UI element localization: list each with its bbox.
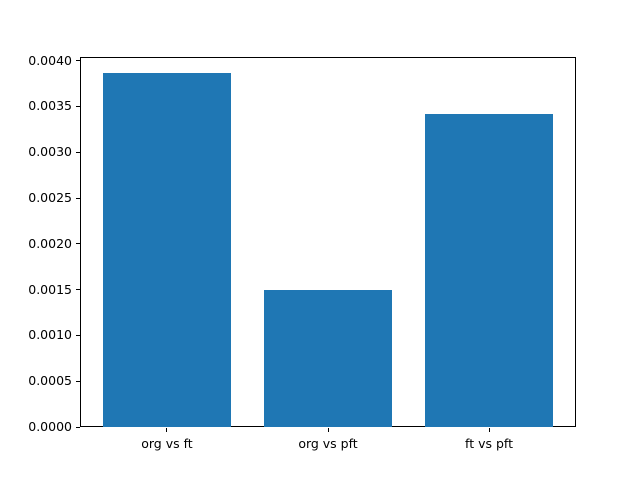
x-tick-mark [327, 428, 329, 432]
y-tick-mark [76, 60, 80, 62]
y-tick-mark [76, 243, 80, 245]
y-tick-mark [76, 151, 80, 153]
y-tick-mark [76, 289, 80, 291]
bar-org-vs-pft [263, 289, 393, 427]
bar-ft-vs-pft [424, 113, 554, 427]
plot-area [80, 57, 576, 427]
y-tick-mark [76, 334, 80, 336]
x-tick-label: org vs ft [141, 436, 193, 451]
y-tick-label: 0.0000 [28, 419, 72, 434]
y-tick-label: 0.0020 [28, 235, 72, 251]
y-tick-mark [76, 105, 80, 107]
x-tick-mark [166, 428, 168, 432]
x-tick-label: org vs pft [298, 436, 358, 451]
x-tick-mark [488, 428, 490, 432]
y-tick-label: 0.0040 [28, 52, 72, 68]
y-tick-label: 0.0015 [28, 281, 72, 297]
y-tick-mark [76, 426, 80, 428]
x-tick-label: ft vs pft [465, 436, 514, 451]
y-tick-label: 0.0025 [28, 190, 72, 206]
y-tick-mark [76, 197, 80, 199]
y-tick-label: 0.0010 [28, 327, 72, 343]
y-tick-label: 0.0030 [28, 144, 72, 160]
y-tick-label: 0.0005 [28, 373, 72, 389]
y-tick-label: 0.0035 [28, 98, 72, 114]
y-tick-mark [76, 380, 80, 382]
bar-org-vs-ft [102, 72, 232, 427]
